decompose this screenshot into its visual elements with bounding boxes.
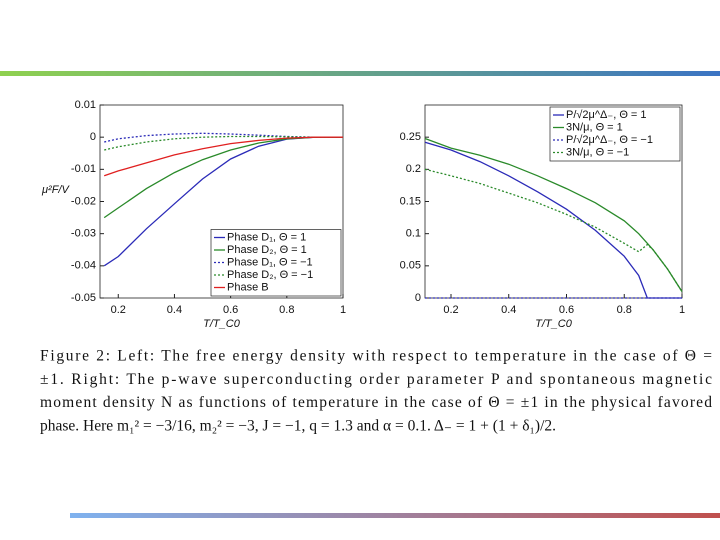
series-line: [104, 135, 343, 151]
x-tick-label: 0.8: [617, 304, 632, 316]
y-tick-label: -0.04: [71, 260, 96, 272]
caption-line: phase. Here m₁² = −3/16, m₂² = −3, J = −…: [40, 417, 556, 434]
y-tick-label: -0.03: [71, 228, 96, 240]
legend-label: Phase D₁, Θ = 1: [227, 231, 306, 243]
legend-label: 3N/μ, Θ = 1: [566, 121, 623, 133]
x-tick-label: 0.2: [443, 304, 458, 316]
legend-label: P/√2μ^Δ₋, Θ = 1: [566, 109, 647, 121]
top-bar: [0, 71, 720, 76]
legend-box: [210, 229, 342, 297]
series-line: [103, 136, 343, 219]
y-tick-label: 0.01: [75, 99, 96, 111]
x-tick-label: 0.6: [223, 304, 238, 316]
legend-label: Phase D₂, Θ = 1: [227, 244, 307, 256]
legend-label: Phase B: [227, 281, 269, 293]
y-tick-label: 0: [415, 292, 421, 304]
x-tick-label: 0.2: [111, 304, 126, 316]
x-tick-label: 0.8: [279, 304, 294, 316]
series-line: [103, 136, 343, 177]
series-line: [424, 168, 683, 292]
legend-label: P/√2μ^Δ₋, Θ = −1: [566, 134, 653, 146]
y-tick-label: 0.15: [400, 195, 421, 207]
x-tick-label: 1: [679, 304, 685, 316]
y-tick-label: 0.1: [406, 228, 421, 240]
y-tick-label: 0: [90, 131, 96, 143]
x-axis-label: T/T_C0: [203, 318, 241, 330]
legend-label: Phase D₁, Θ = −1: [227, 256, 313, 268]
y-tick-label: 0.25: [400, 131, 421, 143]
x-tick-label: 0.6: [559, 304, 574, 316]
x-tick-label: 0.4: [501, 304, 516, 316]
caption-line: moment density N as functions of tempera…: [40, 394, 712, 411]
y-tick-label: 0.05: [400, 260, 421, 272]
legend-box: [549, 106, 681, 162]
legend-label: Phase D₂, Θ = −1: [227, 269, 313, 281]
caption-line: ±1. Right: The p-wave superconducting or…: [40, 371, 712, 388]
y-tick-label: 0.2: [406, 163, 421, 175]
bottom-bar: [70, 513, 720, 518]
x-tick-label: 1: [340, 304, 346, 316]
y-axis-label: μ²F/V: [41, 184, 70, 196]
y-tick-label: -0.02: [71, 195, 96, 207]
y-tick-label: -0.05: [71, 292, 96, 304]
caption-line: Figure 2: Left: The free energy density …: [40, 348, 712, 365]
x-tick-label: 0.4: [167, 304, 182, 316]
x-axis-label: T/T_C0: [535, 318, 573, 330]
y-tick-label: -0.01: [71, 163, 96, 175]
series-line: [424, 137, 683, 292]
legend-label: 3N/μ, Θ = −1: [566, 146, 629, 158]
series-line: [424, 141, 682, 299]
